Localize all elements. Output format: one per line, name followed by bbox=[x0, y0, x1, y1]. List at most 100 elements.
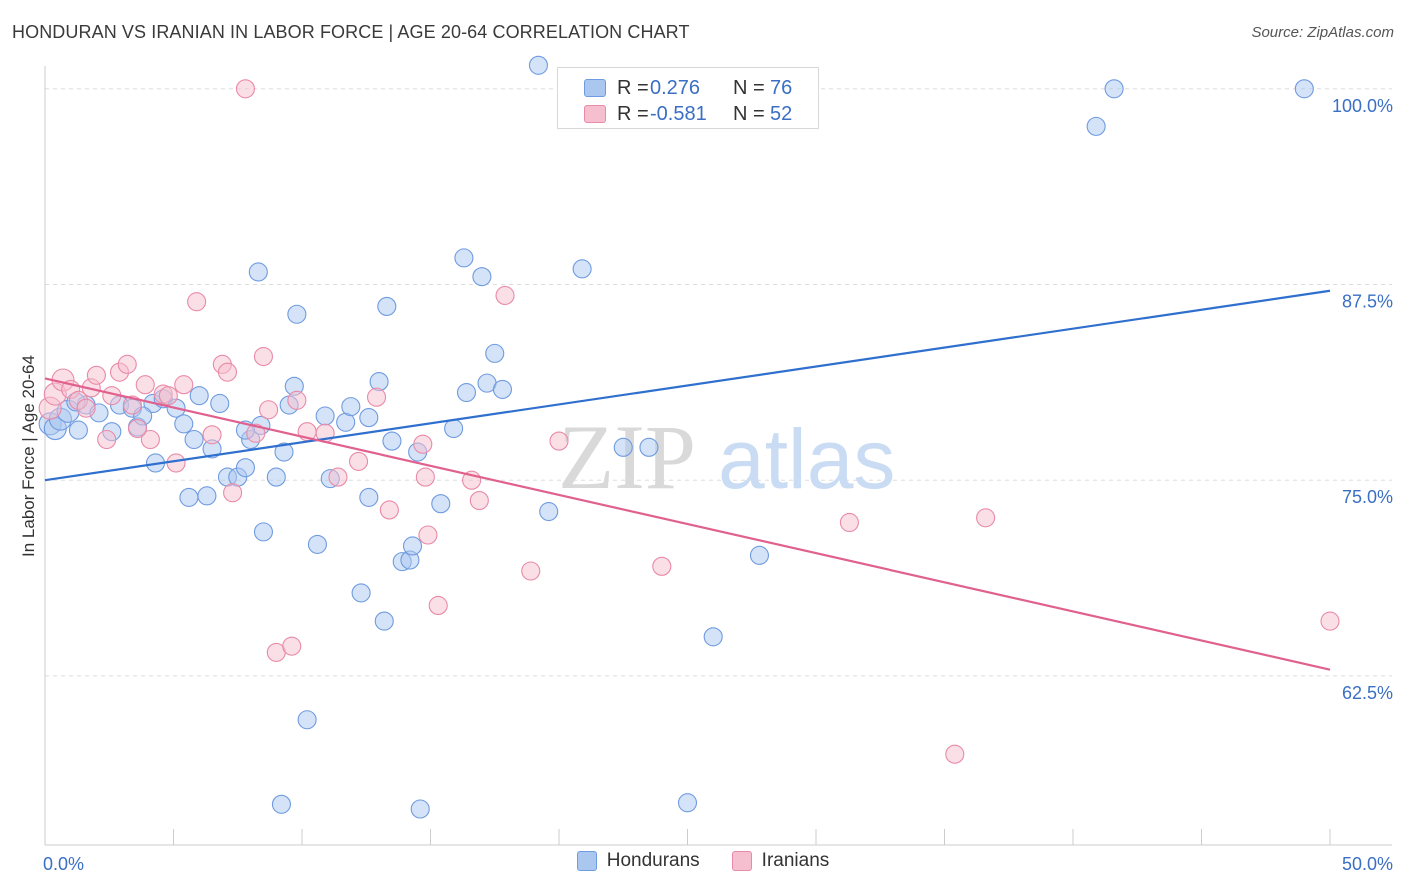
iranian-point bbox=[652, 556, 672, 576]
iranian-point bbox=[282, 636, 302, 656]
iranian-point bbox=[166, 453, 186, 473]
legend-swatch-pink bbox=[584, 105, 606, 123]
tick-labels: 62.5% 75.0% 87.5% 100.0% 0.0% 50.0% bbox=[43, 96, 1393, 874]
series-legend: Hondurans Iranians bbox=[0, 850, 1406, 872]
grid-layer bbox=[45, 88, 1392, 677]
iranian-point bbox=[223, 483, 243, 503]
honduran-point bbox=[1086, 116, 1106, 136]
honduran-point bbox=[307, 534, 327, 554]
correlation-legend: R = 0.276 N = 76 R = -0.581 N = 52 bbox=[557, 67, 819, 129]
iranian-point bbox=[413, 434, 433, 454]
honduran-point bbox=[253, 522, 274, 542]
iranian-point bbox=[117, 354, 137, 374]
honduran-trendline bbox=[44, 289, 1331, 482]
legend-r-label: R = bbox=[617, 102, 649, 125]
legend-row-iranians: R = -0.581 N = 52 bbox=[558, 100, 818, 128]
honduran-point bbox=[485, 343, 505, 363]
honduran-point bbox=[235, 458, 256, 478]
chart-title: HONDURAN VS IRANIAN IN LABOR FORCE | AGE… bbox=[12, 22, 690, 42]
legend-label-iranians: Iranians bbox=[761, 850, 830, 871]
honduran-point bbox=[456, 382, 477, 403]
honduran-point bbox=[402, 536, 423, 556]
iranian-point bbox=[328, 467, 348, 487]
iranian-point bbox=[174, 375, 194, 395]
y-tick-label: 100.0% bbox=[1332, 96, 1393, 116]
iranian-point bbox=[246, 423, 266, 443]
iranian-point bbox=[202, 425, 222, 445]
iranian-point bbox=[418, 525, 438, 545]
iranian-point bbox=[839, 512, 859, 533]
legend-n-label: N = bbox=[733, 76, 765, 99]
iranian-trendline bbox=[44, 377, 1331, 671]
legend-n-value: 76 bbox=[770, 76, 793, 99]
honduran-point bbox=[174, 414, 194, 434]
honduran-point bbox=[68, 420, 88, 440]
iranian-point bbox=[259, 400, 279, 420]
iranian-point bbox=[495, 285, 515, 306]
honduran-point bbox=[189, 386, 209, 406]
iranian-point bbox=[469, 491, 489, 511]
honduran-point bbox=[210, 393, 230, 414]
honduran-point bbox=[351, 583, 371, 603]
legend-r-value: -0.581 bbox=[650, 102, 707, 125]
x-tick-label: 50.0% bbox=[1342, 854, 1393, 874]
iranian-point bbox=[235, 79, 256, 99]
honduran-point bbox=[472, 267, 492, 287]
y-tick-label: 87.5% bbox=[1342, 291, 1393, 311]
trend-layer bbox=[44, 289, 1331, 671]
watermark: ZIP atlas bbox=[558, 406, 895, 508]
honduran-point bbox=[410, 799, 430, 819]
legend-swatch-hondurans bbox=[576, 851, 597, 871]
y-axis-title: In Labor Force | Age 20-64 bbox=[19, 355, 38, 557]
points-layer bbox=[38, 55, 1340, 819]
honduran-point bbox=[749, 545, 770, 565]
iranian-point bbox=[217, 362, 238, 382]
iranian-point bbox=[976, 508, 996, 528]
iranian-point bbox=[97, 429, 117, 450]
honduran-point bbox=[297, 710, 317, 730]
iranian-point bbox=[287, 390, 307, 410]
iranian-point bbox=[86, 365, 106, 385]
honduran-point bbox=[639, 437, 659, 457]
x-tick-label: 0.0% bbox=[43, 854, 84, 874]
honduran-point bbox=[528, 55, 548, 75]
y-tick-label: 62.5% bbox=[1342, 683, 1393, 703]
iranian-point bbox=[348, 451, 369, 471]
honduran-point bbox=[271, 794, 291, 814]
honduran-point bbox=[197, 486, 217, 506]
iranian-point bbox=[379, 500, 399, 520]
watermark-zip: ZIP bbox=[558, 406, 696, 508]
honduran-point bbox=[454, 248, 474, 268]
honduran-point bbox=[431, 494, 451, 514]
legend-label-hondurans: Hondurans bbox=[606, 850, 700, 871]
honduran-point bbox=[492, 379, 513, 399]
honduran-point bbox=[377, 296, 397, 316]
iranian-point bbox=[1320, 611, 1340, 631]
legend-n-label: N = bbox=[733, 102, 765, 125]
legend-item-hondurans[interactable]: Hondurans bbox=[576, 850, 700, 872]
iranian-point bbox=[415, 467, 435, 487]
iranian-point bbox=[127, 418, 148, 439]
legend-r-value: 0.276 bbox=[650, 76, 701, 99]
honduran-point bbox=[677, 793, 698, 813]
watermark-atlas: atlas bbox=[718, 412, 895, 506]
honduran-point bbox=[1294, 79, 1314, 99]
honduran-point bbox=[179, 487, 199, 507]
iranian-point bbox=[549, 431, 569, 451]
iranian-point bbox=[945, 744, 965, 764]
legend-item-iranians[interactable]: Iranians bbox=[731, 850, 830, 872]
honduran-point bbox=[444, 418, 464, 439]
honduran-point bbox=[315, 406, 335, 426]
honduran-point bbox=[374, 611, 394, 631]
honduran-point bbox=[369, 372, 389, 392]
legend-swatch-blue bbox=[584, 79, 606, 97]
legend-swatch-iranians bbox=[731, 851, 752, 871]
legend-row-hondurans: R = 0.276 N = 76 bbox=[558, 74, 818, 102]
honduran-point bbox=[382, 431, 402, 451]
iranian-point bbox=[140, 429, 160, 450]
honduran-point bbox=[287, 304, 307, 324]
iranian-point bbox=[187, 292, 207, 312]
axis-layer bbox=[44, 66, 1392, 846]
iranian-point bbox=[135, 375, 155, 395]
